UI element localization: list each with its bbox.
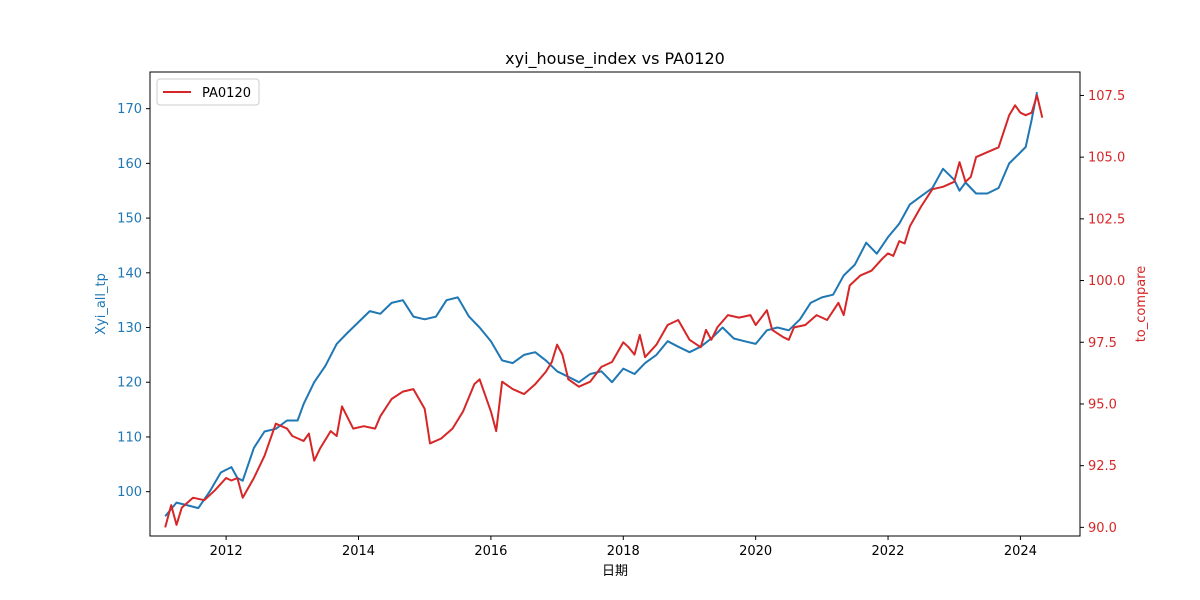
y-right-tick-label: 100.0 (1088, 274, 1125, 289)
y-left-tick-label: 130 (117, 321, 142, 336)
y-right-tick-label: 102.5 (1088, 212, 1125, 227)
x-tick-label: 2020 (739, 544, 772, 559)
x-tick-label: 2018 (607, 544, 640, 559)
y-right-tick-label: 107.5 (1088, 89, 1125, 104)
plot-area (149, 71, 1081, 537)
y-left-tick-label: 120 (117, 376, 142, 391)
y-axis-right-title: to_compare (1134, 266, 1149, 343)
legend-entry-pa0120: PA0120 (202, 86, 251, 101)
y-right-tick-label: 105.0 (1088, 151, 1125, 166)
plot-frame (149, 71, 1081, 537)
y-left-tick-label: 160 (117, 157, 142, 172)
y-axis-right: 90.0 92.5 95.0 97.5 100.0 102.5 105.0 107.5 (1080, 89, 1125, 536)
y-axis-left-title: Xyi_all_tp (94, 273, 109, 335)
legend-box (156, 78, 260, 106)
chart-title: xyi_house_index vs PA0120 (505, 49, 725, 69)
legend: PA0120 (156, 78, 260, 106)
y-right-tick-label: 90.0 (1088, 521, 1117, 536)
series-right-line (164, 94, 1044, 528)
x-tick-label: 2022 (871, 544, 904, 559)
y-right-tick-label: 97.5 (1088, 336, 1117, 351)
y-right-tick-label: 95.0 (1088, 397, 1117, 412)
series-left-line (164, 92, 1038, 517)
y-left-tick-label: 170 (117, 102, 142, 117)
x-tick-label: 2014 (342, 544, 375, 559)
y-axis-left: 100 110 120 130 140 150 160 170 (117, 102, 150, 500)
y-right-tick-label: 92.5 (1088, 459, 1117, 474)
x-tick-label: 2024 (1004, 544, 1037, 559)
x-tick-label: 2016 (474, 544, 507, 559)
y-left-tick-label: 110 (117, 430, 142, 445)
x-axis-title: 日期 (602, 564, 628, 579)
x-axis: 2012 2014 2016 2018 2020 2022 2024 (210, 536, 1037, 559)
y-left-tick-label: 100 (117, 485, 142, 500)
left-series-path (164, 92, 1038, 517)
y-left-tick-label: 140 (117, 266, 142, 281)
y-left-tick-label: 150 (117, 212, 142, 227)
pa0120-series-path (164, 94, 1044, 528)
x-tick-label: 2012 (210, 544, 243, 559)
